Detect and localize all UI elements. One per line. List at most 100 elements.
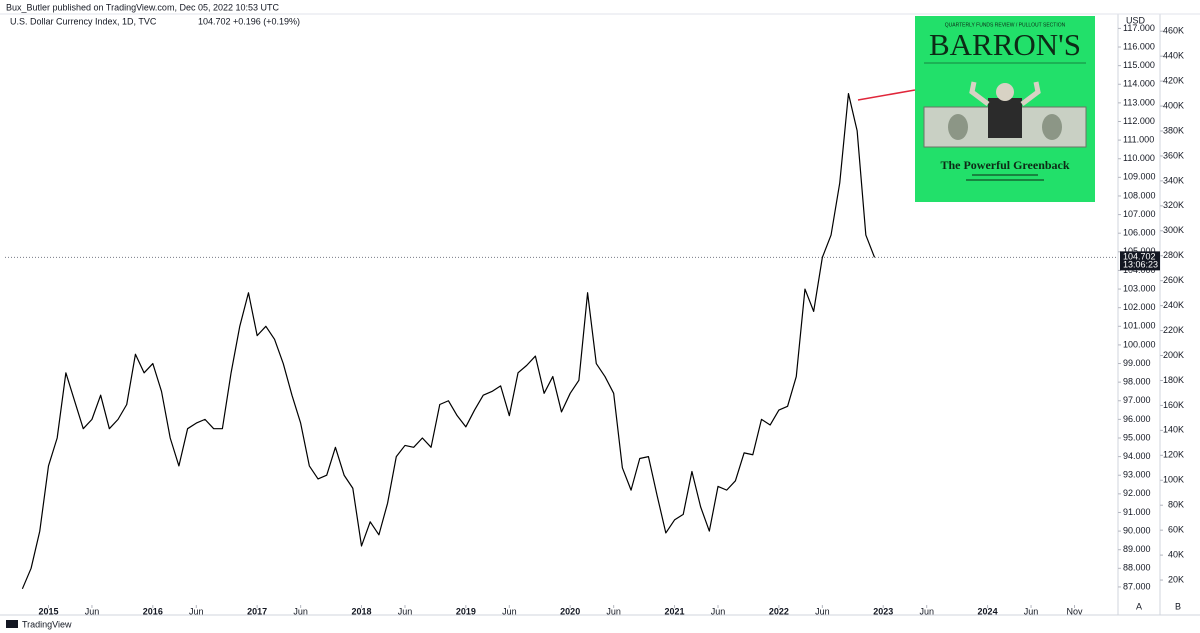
figure-body — [988, 98, 1022, 138]
y-tick-label: 102.000 — [1123, 302, 1156, 312]
x-tick-label: 2024 — [978, 606, 998, 616]
y-tick-label: 111.000 — [1123, 134, 1154, 144]
footer-logo: TradingView — [22, 619, 72, 629]
y2-tick-label: 420K — [1163, 75, 1184, 85]
y2-tick-label: 20K — [1168, 574, 1184, 584]
annotation-line — [857, 89, 916, 101]
last-price-box — [1120, 251, 1160, 271]
x-tick-label: 2023 — [873, 606, 893, 616]
y2-tick-label: 460K — [1163, 26, 1184, 36]
x-tick-label: Jun — [815, 606, 830, 616]
bill-seal — [948, 114, 968, 140]
y-tick-label: 112.000 — [1123, 116, 1155, 126]
header-change: +0.196 (+0.19%) — [233, 16, 300, 26]
y2-tick-label: 380K — [1163, 125, 1184, 135]
y-tick-label: 100.000 — [1123, 339, 1156, 349]
cover-deck — [972, 174, 1038, 176]
x-tick-label: Jun — [502, 606, 517, 616]
y2-tick-label: 100K — [1163, 475, 1184, 485]
x-tick-label: 2019 — [456, 606, 476, 616]
x-tick-label: 2017 — [247, 606, 267, 616]
y-tick-label: 117.000 — [1123, 23, 1155, 33]
y-tick-label: 91.000 — [1123, 507, 1151, 517]
last-price-label: 104.702 — [1123, 252, 1156, 262]
x-tick-label: 2018 — [351, 606, 371, 616]
y-tick-label: 89.000 — [1123, 544, 1151, 554]
auto-button[interactable]: A — [1136, 601, 1142, 611]
y-axis-label: USD — [1126, 15, 1146, 25]
y2-tick-label: 300K — [1163, 225, 1184, 235]
y2-tick-label: 160K — [1163, 400, 1184, 410]
x-tick-label: 2020 — [560, 606, 580, 616]
y-tick-label: 93.000 — [1123, 470, 1151, 480]
y2-tick-label: 180K — [1163, 375, 1184, 385]
y-tick-label: 108.000 — [1123, 190, 1156, 200]
cover-deck — [966, 179, 1044, 181]
y-tick-label: 94.000 — [1123, 451, 1151, 461]
y-tick-label: 101.000 — [1123, 321, 1156, 331]
figure-head — [996, 83, 1014, 101]
y2-tick-label: 260K — [1163, 275, 1184, 285]
y-tick-label: 92.000 — [1123, 488, 1151, 498]
y2-tick-label: 220K — [1163, 325, 1184, 335]
publisher: Bux_Butler published on TradingView.com,… — [6, 2, 279, 12]
y-tick-label: 99.000 — [1123, 358, 1151, 368]
countdown-label: 13:06:23 — [1123, 260, 1158, 270]
y-tick-label: 97.000 — [1123, 395, 1151, 405]
y2-tick-label: 140K — [1163, 425, 1184, 435]
y-tick-label: 105.000 — [1123, 246, 1156, 256]
y2-tick-label: 240K — [1163, 300, 1184, 310]
x-tick-label: 2021 — [665, 606, 685, 616]
x-tick-label: Jun — [919, 606, 934, 616]
y-tick-label: 87.000 — [1123, 581, 1151, 591]
x-tick-label: Nov — [1067, 606, 1084, 616]
cover-headline: The Powerful Greenback — [940, 158, 1069, 172]
y2-tick-label: 40K — [1168, 549, 1184, 559]
y2-tick-label: 120K — [1163, 450, 1184, 460]
y2-tick-label: 200K — [1163, 350, 1184, 360]
b-button[interactable]: B — [1175, 601, 1181, 611]
y2-tick-label: 60K — [1168, 525, 1184, 535]
y-tick-label: 98.000 — [1123, 377, 1151, 387]
y2-tick-label: 280K — [1163, 250, 1184, 260]
y-tick-label: 114.000 — [1123, 79, 1155, 89]
x-tick-label: 2015 — [38, 606, 58, 616]
y-tick-label: 113.000 — [1123, 97, 1155, 107]
y2-tick-label: 360K — [1163, 150, 1184, 160]
x-tick-label: Jun — [606, 606, 621, 616]
y-tick-label: 88.000 — [1123, 563, 1151, 573]
y-tick-label: 106.000 — [1123, 228, 1156, 238]
y2-tick-label: 80K — [1168, 500, 1184, 510]
y2-tick-label: 320K — [1163, 200, 1184, 210]
y-tick-label: 109.000 — [1123, 172, 1156, 182]
y-tick-label: 95.000 — [1123, 432, 1151, 442]
cover-kicker: QUARTERLY FUNDS REVIEW / PULLOUT SECTION — [945, 22, 1066, 28]
y-tick-label: 103.000 — [1123, 283, 1156, 293]
x-tick-label: Jun — [1024, 606, 1039, 616]
x-tick-label: Jun — [398, 606, 413, 616]
y-tick-label: 107.000 — [1123, 209, 1156, 219]
logo-icon — [6, 620, 18, 628]
x-tick-label: Jun — [189, 606, 204, 616]
x-tick-label: Jun — [293, 606, 308, 616]
y2-tick-label: 400K — [1163, 100, 1184, 110]
price-line — [21, 92, 876, 590]
y-tick-label: 90.000 — [1123, 525, 1151, 535]
x-tick-label: 2022 — [769, 606, 789, 616]
magazine-cover: QUARTERLY FUNDS REVIEW / PULLOUT SECTION… — [915, 16, 1095, 202]
cover-masthead: BARRON'S — [929, 27, 1081, 62]
header-last: 104.702 — [198, 16, 231, 26]
y-tick-label: 116.000 — [1123, 41, 1155, 51]
figure-arms — [969, 81, 1041, 106]
y-tick-label: 96.000 — [1123, 414, 1151, 424]
x-tick-label: 2016 — [143, 606, 163, 616]
symbol: U.S. Dollar Currency Index, 1D, TVC — [10, 16, 157, 26]
y2-tick-label: 340K — [1163, 175, 1184, 185]
bill-seal — [1042, 114, 1062, 140]
x-tick-label: Jun — [711, 606, 726, 616]
y-tick-label: 115.000 — [1123, 60, 1155, 70]
y2-tick-label: 440K — [1163, 51, 1184, 61]
x-tick-label: Jun — [85, 606, 100, 616]
y-tick-label: 110.000 — [1123, 153, 1155, 163]
